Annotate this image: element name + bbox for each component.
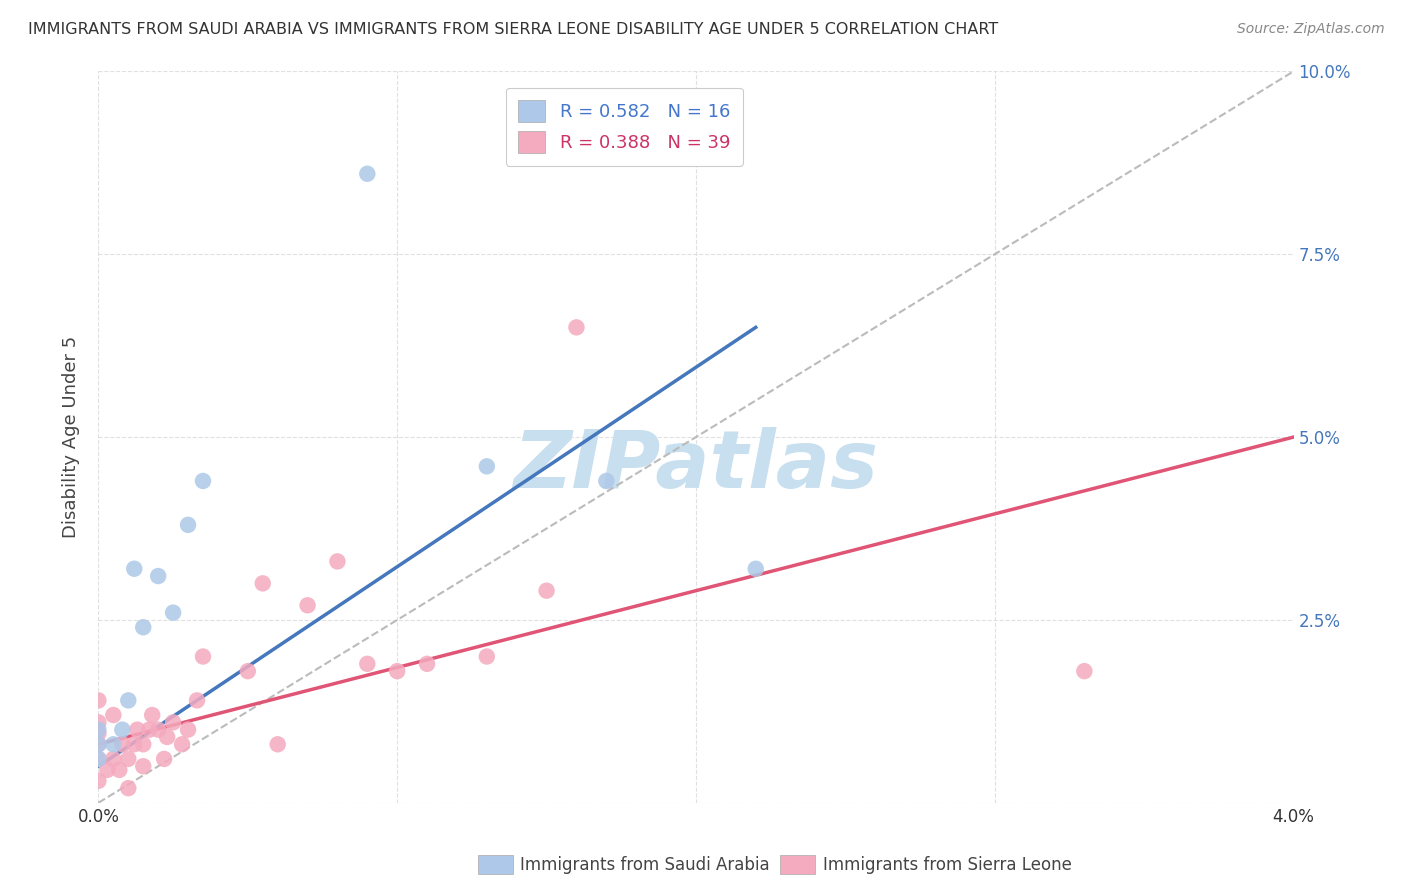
Point (87, 737, 110, 751)
Point (124, 737, 146, 751)
Point (127, 723, 149, 737)
Y-axis label: Disability Age Under 5: Disability Age Under 5 (62, 336, 80, 538)
Point (326, 554, 349, 568)
Point (117, 781, 139, 796)
Point (356, 657, 378, 671)
Point (117, 752, 139, 766)
Point (87, 737, 110, 751)
Text: Source: ZipAtlas.com: Source: ZipAtlas.com (1237, 22, 1385, 37)
Point (162, 715, 184, 730)
Point (162, 606, 184, 620)
Point (172, 737, 194, 751)
Point (1073, 664, 1095, 678)
Point (141, 708, 163, 723)
Point (153, 752, 176, 766)
Point (117, 693, 139, 707)
Point (595, 474, 617, 488)
Point (132, 620, 155, 634)
Point (191, 474, 214, 488)
Point (475, 649, 498, 664)
Legend: R = 0.582   N = 16, R = 0.388   N = 39: R = 0.582 N = 16, R = 0.388 N = 39 (506, 87, 742, 166)
Point (186, 693, 208, 707)
Text: IMMIGRANTS FROM SAUDI ARABIA VS IMMIGRANTS FROM SIERRA LEONE DISABILITY AGE UNDE: IMMIGRANTS FROM SAUDI ARABIA VS IMMIGRAN… (28, 22, 998, 37)
Point (148, 723, 170, 737)
Point (156, 730, 179, 744)
Point (356, 167, 378, 181)
Point (96, 763, 118, 777)
Point (132, 759, 155, 773)
Point (87, 752, 110, 766)
Point (416, 657, 439, 671)
Text: Immigrants from Saudi Arabia: Immigrants from Saudi Arabia (520, 856, 770, 874)
Point (297, 599, 319, 613)
Point (103, 752, 125, 766)
Point (111, 737, 134, 751)
Point (177, 517, 200, 532)
Point (87, 723, 110, 737)
Point (108, 763, 131, 777)
Point (745, 562, 768, 576)
Point (132, 737, 155, 751)
Point (565, 320, 588, 334)
Point (111, 723, 134, 737)
Point (252, 576, 274, 591)
Point (148, 569, 170, 583)
Text: ZIPatlas: ZIPatlas (513, 427, 879, 506)
Point (87, 752, 110, 766)
Point (385, 664, 409, 678)
Point (177, 723, 200, 737)
Point (536, 583, 558, 598)
Point (191, 649, 214, 664)
Text: Immigrants from Sierra Leone: Immigrants from Sierra Leone (823, 856, 1071, 874)
Point (267, 737, 290, 751)
Point (236, 664, 259, 678)
Point (87, 693, 110, 707)
Point (103, 737, 125, 751)
Point (103, 708, 125, 723)
Point (87, 715, 110, 730)
Point (124, 562, 146, 576)
Point (87, 726, 110, 740)
Point (87, 773, 110, 788)
Point (475, 459, 498, 474)
Point (138, 723, 160, 737)
